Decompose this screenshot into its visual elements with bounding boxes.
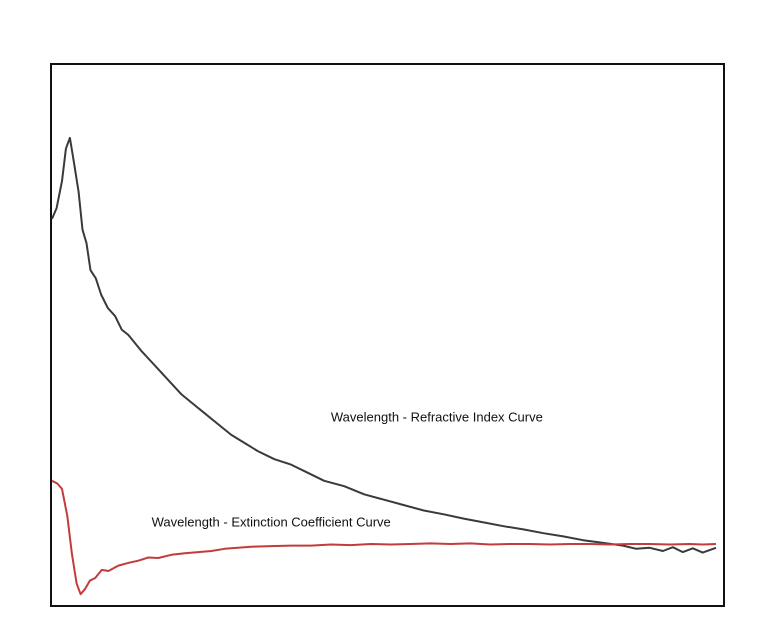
refractive-index-curve-label: Wavelength - Refractive Index Curve (331, 409, 543, 424)
series-layer (51, 136, 717, 596)
extinction-coefficient-curve-label: Wavelength - Extinction Coefficient Curv… (152, 515, 391, 530)
refractive-index-series-line (51, 136, 717, 554)
extinction-coefficient-series-line (51, 479, 717, 596)
annotation-layer: Wavelength - Refractive Index Curve Wave… (152, 409, 543, 529)
plot-frame (50, 63, 725, 607)
